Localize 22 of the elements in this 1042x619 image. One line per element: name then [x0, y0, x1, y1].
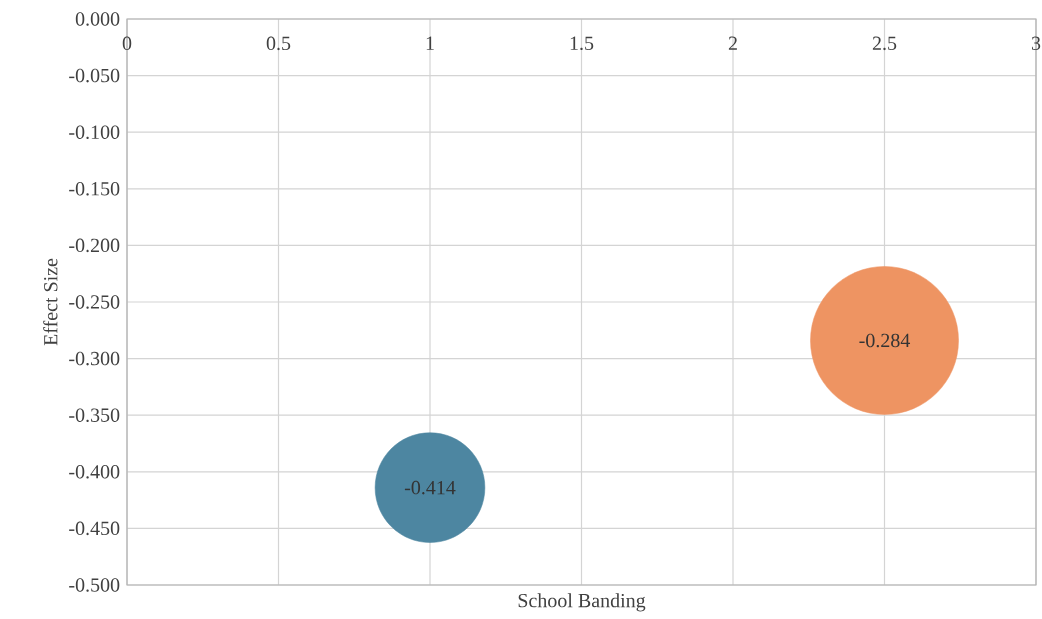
- y-tick-label: -0.500: [69, 578, 120, 592]
- x-tick-label: 1.5: [570, 36, 594, 51]
- y-tick-label: -0.350: [69, 408, 120, 422]
- y-tick-label: -0.400: [69, 465, 120, 479]
- x-tick-label: 1: [426, 36, 434, 50]
- y-tick-label: -0.150: [69, 182, 120, 196]
- y-tick-label: -0.450: [69, 521, 120, 536]
- x-tick-label: 0.5: [266, 36, 291, 51]
- x-tick-label: 2.5: [872, 36, 897, 51]
- y-tick-label: -0.300: [69, 351, 120, 366]
- data-label: -0.284: [859, 333, 911, 348]
- data-label: -0.414: [404, 480, 456, 495]
- y-tick-label: -0.100: [69, 125, 120, 139]
- y-tick-label: -0.250: [69, 295, 120, 309]
- x-axis-title: School Banding: [518, 593, 646, 612]
- x-tick-label: 0: [122, 36, 132, 51]
- y-tick-label: -0.050: [69, 68, 120, 83]
- y-tick-label: 0.000: [75, 12, 120, 26]
- y-axis-title: Effect Size: [43, 258, 58, 346]
- x-tick-label: 2: [728, 36, 737, 50]
- x-tick-label: 3: [1031, 36, 1041, 51]
- y-tick-label: -0.200: [69, 238, 120, 253]
